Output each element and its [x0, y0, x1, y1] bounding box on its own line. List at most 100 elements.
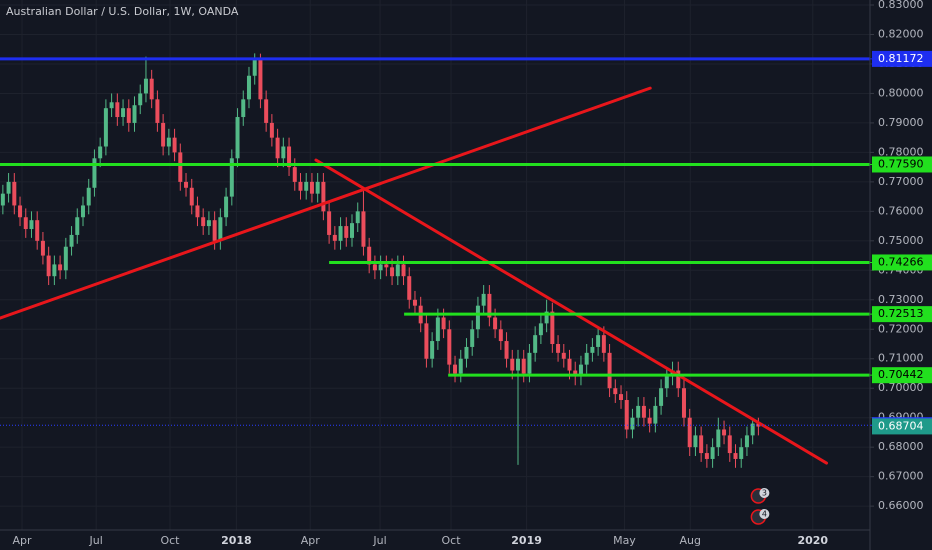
candle-body [98, 146, 103, 159]
candle-body [264, 99, 269, 123]
candle-body [704, 453, 709, 459]
y-tick-label: 0.75000 [878, 234, 924, 247]
event-badge-label: 3 [762, 489, 767, 498]
candle-body [378, 264, 383, 271]
price-label-box [872, 156, 932, 173]
candle-body [458, 358, 463, 374]
candle-body [281, 146, 286, 159]
y-tick-label: 0.80000 [878, 86, 924, 99]
candle-body [138, 93, 143, 106]
candle-body [327, 211, 332, 235]
x-tick-label: 2020 [797, 534, 828, 547]
candle-body [235, 117, 240, 159]
candle-body [23, 217, 28, 230]
candle-body [744, 435, 749, 448]
price-label-box [872, 306, 932, 323]
price-label: 0.70442 [878, 368, 924, 381]
x-tick-label: Jul [372, 534, 386, 547]
candle-body [590, 346, 595, 353]
candle-body [561, 352, 566, 359]
candle-body [567, 358, 572, 371]
axes: 0.660000.670000.680000.690000.700000.710… [13, 0, 932, 547]
x-tick-label: Apr [301, 534, 321, 547]
candle-body [527, 352, 532, 374]
x-tick-label: 2018 [221, 534, 252, 547]
trend-line [314, 158, 828, 465]
candle-body [212, 220, 217, 241]
candle-body [659, 388, 664, 406]
candle-body [515, 358, 520, 371]
candle-body [29, 220, 34, 230]
candle-body [269, 122, 274, 138]
event-badge [759, 509, 770, 519]
plot: 34 [0, 53, 870, 525]
candle-body [367, 246, 372, 265]
event-badge [759, 488, 770, 498]
x-tick-label: 2019 [511, 534, 542, 547]
candle-body [676, 370, 681, 389]
candle-body [315, 181, 320, 194]
candle-body [18, 205, 23, 218]
candle-body [424, 323, 429, 359]
candle-body [750, 423, 755, 436]
candle-body [596, 335, 601, 347]
candle-body [52, 264, 57, 277]
candle-body [35, 220, 40, 241]
price-label: 0.72513 [878, 307, 924, 320]
candle-body [407, 276, 412, 300]
y-tick-label: 0.67000 [878, 470, 924, 483]
candle-body [109, 102, 114, 109]
candle-body [195, 205, 200, 218]
candle-body [184, 181, 189, 188]
candle-body [350, 223, 355, 238]
candle-body [166, 137, 171, 147]
candle-body [664, 376, 669, 389]
candle-body [63, 246, 68, 271]
candle-body [132, 105, 137, 123]
candle-body [338, 226, 343, 241]
candle-body [58, 264, 63, 271]
candle-body [321, 181, 326, 212]
candle-body [12, 181, 17, 206]
candle-body [538, 323, 543, 336]
candle-body [390, 267, 395, 277]
candle-body [304, 181, 309, 191]
candle-body [453, 364, 458, 374]
candle-body [0, 193, 5, 206]
candle-body [149, 78, 154, 100]
price-label: 0.74266 [878, 255, 924, 268]
event-badge-label: 4 [762, 510, 767, 519]
candle-body [630, 417, 635, 430]
candle-body [533, 335, 538, 353]
candle-body [292, 167, 297, 182]
price-label-box [872, 254, 932, 271]
candle-body [521, 358, 526, 374]
candle-body [103, 108, 108, 147]
candle-body [172, 137, 177, 153]
price-label-box [872, 418, 932, 435]
candle-body [430, 341, 435, 359]
candle-body [493, 317, 498, 330]
x-tick-label: Oct [442, 534, 462, 547]
candle-body [435, 317, 440, 342]
candle-body [687, 417, 692, 448]
candle-body [441, 317, 446, 330]
candle-body [80, 205, 85, 218]
trend-line [0, 86, 652, 320]
candle-body [481, 293, 486, 306]
price-label: 0.81172 [878, 52, 924, 65]
candle-body [641, 405, 646, 418]
x-tick-label: Oct [160, 534, 180, 547]
candle-body [544, 311, 549, 324]
candle-body [578, 364, 583, 377]
candle-body [498, 329, 503, 342]
y-tick-label: 0.72000 [878, 322, 924, 335]
candle-body [447, 329, 452, 365]
candle-body [727, 435, 732, 454]
candle-body [189, 187, 194, 206]
candle-body [155, 99, 160, 123]
candle-body [395, 264, 400, 277]
